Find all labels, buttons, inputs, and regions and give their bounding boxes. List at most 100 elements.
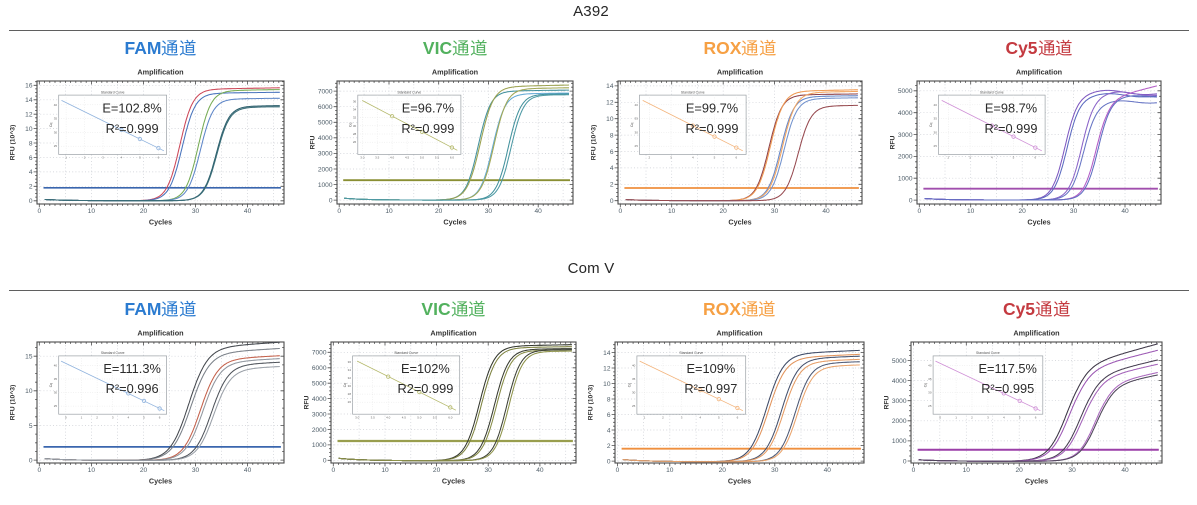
inset-x-tick-label: 5 [139, 156, 141, 160]
standard-point [449, 145, 454, 150]
y-axis-label: RFU (10^3) [587, 385, 595, 421]
cjk-glyph-dao [1053, 300, 1070, 317]
inset-x-tick-label: 4.0 [386, 415, 391, 419]
y-axis-label: RFU (10^3) [590, 125, 598, 161]
standard-point [419, 129, 425, 134]
amplification-curve [924, 95, 1157, 201]
x-tick-label: 20 [1019, 208, 1027, 215]
y-tick-label: 2000 [318, 166, 333, 173]
y-tick-label: 1000 [312, 442, 327, 449]
y-tick-label: 4 [607, 427, 611, 434]
inset-x-tick-label: 4 [692, 156, 694, 160]
y-tick-label: 7000 [318, 88, 333, 95]
inset-x-tick-label: 3 [670, 156, 672, 160]
inset-x-tick-label: 3 [102, 156, 104, 160]
inset-y-tick-label: 35 [928, 377, 932, 381]
inset-y-tick-label: 34 [353, 108, 357, 112]
y-axis-label: RFU [884, 395, 891, 409]
inset-y-tick-label: 40 [934, 103, 938, 107]
y-tick-label: 5000 [898, 88, 913, 95]
inset-title: Standard Curve [101, 351, 125, 355]
x-tick-label: 30 [192, 467, 200, 474]
amplification-curve [918, 374, 1158, 462]
section-divider-2 [9, 290, 1189, 291]
plot-frame [330, 341, 577, 464]
standard-point [989, 123, 994, 128]
y-tick-label: 2000 [312, 427, 327, 434]
y-tick-label: 6 [610, 149, 614, 156]
y-tick-label: 2 [607, 443, 611, 450]
inset-x-tick-label: 6.0 [450, 156, 455, 160]
y-axis-label: RFU [310, 135, 317, 149]
inset-y-tick-label: 25 [632, 404, 636, 408]
channel-header-prefix: ROX [703, 299, 741, 319]
inset-x-tick-label: 4 [991, 156, 993, 160]
inset-x-tick-label: 5.5 [433, 415, 438, 419]
efficiency-value: E=102% [401, 361, 450, 376]
x-tick-label: 0 [917, 208, 921, 215]
inset-x-tick-label: 2 [96, 415, 98, 419]
standard-point [156, 146, 161, 151]
inset-x-tick-label: 2 [648, 156, 650, 160]
x-tick-label: 20 [433, 467, 441, 474]
plot-title: Amplification [137, 68, 183, 77]
x-tick-label: 0 [616, 467, 620, 474]
cjk-glyph-dao [759, 39, 776, 56]
efficiency-value: E=111.3% [103, 361, 161, 376]
r-squared-value: R²=0.997 [684, 381, 737, 396]
inset-x-tick-label: 5 [143, 415, 145, 419]
standard-point [1017, 398, 1022, 404]
inset-title: Standard Curve [681, 90, 705, 94]
y-tick-label: 1000 [898, 176, 913, 183]
inset-title: Standard Curve [394, 351, 418, 355]
cjk-glyph-tong [162, 40, 179, 56]
inset-x-tick-label: 4 [699, 415, 701, 419]
inset-y-tick-label: 26 [353, 140, 357, 144]
plot-frame [916, 80, 1162, 205]
y-tick-label: 4 [610, 165, 614, 172]
inset-x-tick-label: 6 [159, 415, 161, 419]
section-title-comv: Com V [567, 260, 615, 277]
x-tick-label: 20 [435, 208, 443, 215]
plot-frame [36, 341, 285, 464]
channel-header-rox-row2: ROX [660, 299, 820, 321]
x-tick-label: 30 [771, 208, 779, 215]
amplification-panel-a392-cy5: 0 10 20 30 40 0 1000 2000 3000 4000 5000 Amplificat… [890, 68, 1162, 227]
axis-ticks [333, 81, 573, 208]
inset-x-tick-label: 6 [1035, 415, 1037, 419]
r-squared-value: R²=0.999 [106, 121, 159, 136]
standard-curve-inset: Standard Curve Cq 1 2 3 4 5 6 25 30 35 40 E=102.8% R²… [49, 90, 167, 160]
axis-ticks [611, 342, 864, 467]
inset-y-tick-label: 40 [635, 103, 639, 107]
inset-x-tick-label: 3.0 [355, 415, 360, 419]
y-tick-label: 15 [25, 354, 33, 361]
y-tick-label: 5000 [312, 381, 327, 388]
x-tick-label: 20 [140, 467, 148, 474]
x-tick-label: 40 [536, 467, 544, 474]
standard-curve-line [639, 360, 744, 412]
inset-y-tick-label: 25 [928, 404, 932, 408]
y-tick-label: 10 [603, 381, 611, 388]
x-axis-label: Cycles [728, 477, 751, 486]
standard-curve-inset: Standard Curve Cq 3.0 3.5 4.0 4.5 5.0 5.5 6.0 26 2… [348, 90, 462, 160]
inset-title: Standard Curve [679, 351, 703, 355]
x-tick-label: 40 [1121, 208, 1129, 215]
x-tick-label: 0 [37, 467, 41, 474]
y-tick-label: 12 [603, 365, 611, 372]
y-tick-label: 6 [607, 412, 611, 419]
y-tick-label: 14 [603, 350, 611, 357]
inset-y-tick-label: 30 [54, 130, 58, 134]
inset-y-label: Cq [343, 383, 347, 387]
y-tick-label: 1000 [892, 438, 907, 445]
y-tick-label: 4000 [898, 110, 913, 117]
inset-x-tick-label: 5 [1013, 156, 1015, 160]
y-tick-label: 0 [329, 197, 333, 204]
inset-y-label: Cq [929, 123, 933, 127]
inset-y-tick-label: 30 [928, 391, 932, 395]
y-tick-label: 6 [29, 155, 33, 162]
x-tick-label: 30 [771, 467, 779, 474]
r-squared-value: R²=0.999 [401, 121, 454, 136]
y-tick-label: 8 [29, 140, 33, 147]
channel-header-prefix: VIC [422, 38, 453, 58]
